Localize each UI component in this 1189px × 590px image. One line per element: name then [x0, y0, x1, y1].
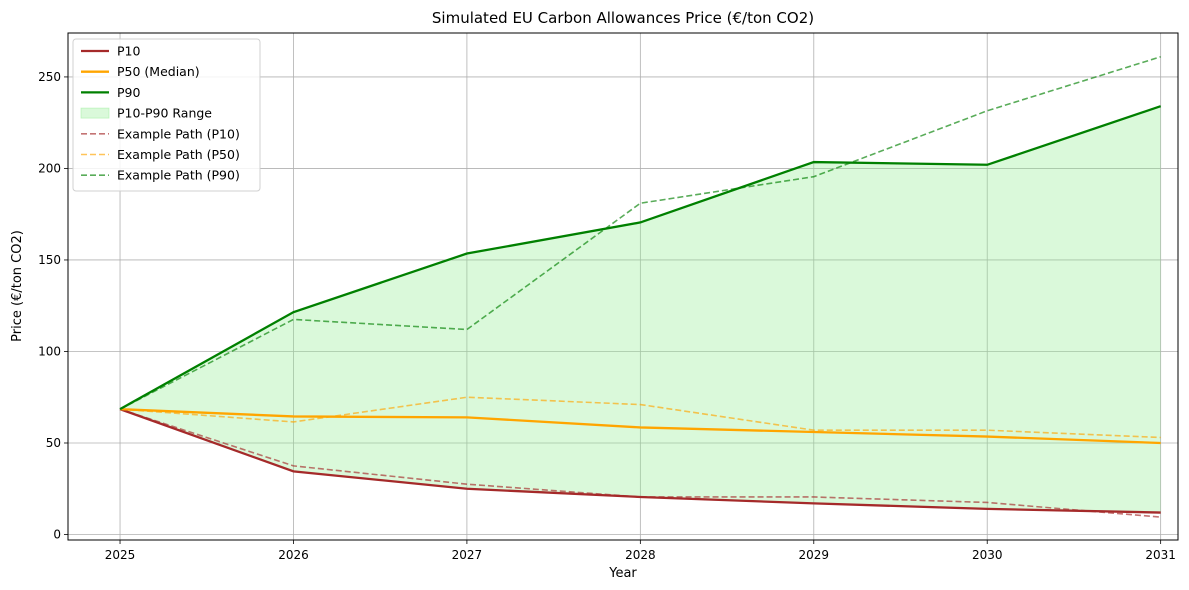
range-band-area	[120, 106, 1161, 513]
y-tick-label: 250	[38, 70, 61, 84]
y-tick-label: 150	[38, 253, 61, 267]
y-axis: 0 50 100 150 200 250	[38, 70, 68, 542]
series-line-p10	[119, 408, 1161, 514]
series-line-p50-median	[119, 407, 1161, 445]
y-tick-label: 200	[38, 161, 61, 175]
legend-box	[72, 38, 261, 192]
y-tick-label: 100	[38, 344, 61, 358]
legend: P10 P50 (Median) P90 P10-P90 Range Example P…	[72, 38, 261, 192]
x-tick-label: 2026	[278, 548, 309, 562]
legend-label: Example Path (P50)	[117, 147, 240, 162]
chart-title: Simulated EU Carbon Allowances Price (€/…	[432, 9, 814, 27]
legend-label: P90	[117, 85, 140, 100]
y-tick-label: 50	[46, 436, 61, 450]
y-axis-label: Price (€/ton CO2)	[10, 230, 25, 342]
legend-label: Example Path (P90)	[117, 168, 240, 183]
legend-swatch	[80, 107, 110, 119]
series-line-example-path-p50	[119, 396, 1161, 439]
legend-label: P10	[117, 44, 140, 59]
series-line-p90	[119, 105, 1162, 411]
x-tick-label: 2031	[1145, 548, 1176, 562]
legend-label: P50 (Median)	[117, 64, 200, 79]
legend-label: P10-P90 Range	[117, 106, 212, 121]
plot-frame	[67, 32, 1179, 541]
x-tick-label: 2029	[799, 548, 830, 562]
x-tick-label: 2027	[452, 548, 483, 562]
x-tick-label: 2028	[625, 548, 656, 562]
y-tick-label: 0	[53, 528, 61, 542]
x-axis-label: Year	[608, 566, 637, 581]
legend-label: Example Path (P10)	[117, 126, 240, 141]
x-tick-label: 2030	[972, 548, 1003, 562]
series-line-example-path-p10	[119, 408, 1161, 518]
x-axis: 2025 2026 2027 2028 2029 2030 2031	[105, 540, 1176, 562]
x-tick-label: 2025	[105, 548, 136, 562]
series-lines	[119, 56, 1162, 518]
range-band	[120, 106, 1161, 513]
